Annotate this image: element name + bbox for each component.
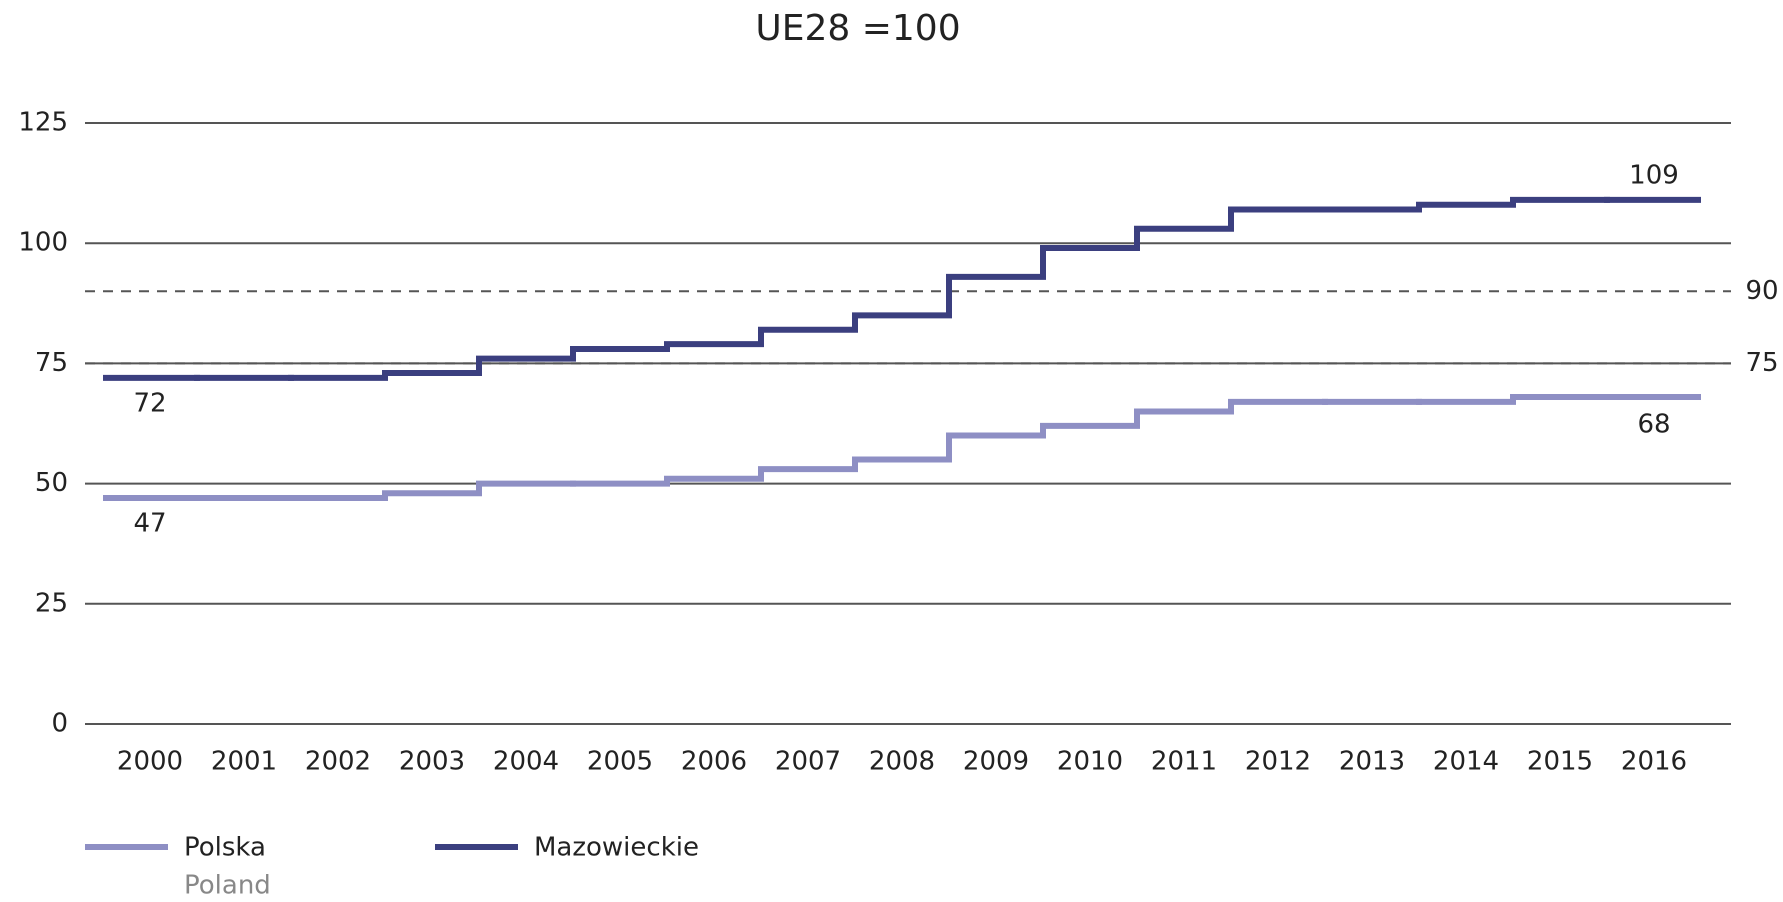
x-tick-label: 2001 xyxy=(211,747,277,777)
legend-label: Mazowieckie xyxy=(534,833,699,863)
x-tick-label: 2010 xyxy=(1057,747,1123,777)
x-tick-label: 2015 xyxy=(1527,747,1593,777)
reference-label: 75 xyxy=(1745,348,1778,378)
x-tick-label: 2011 xyxy=(1151,747,1217,777)
x-tick-label: 2014 xyxy=(1433,747,1499,777)
x-tick-label: 2013 xyxy=(1339,747,1405,777)
data-label: 47 xyxy=(133,509,166,539)
y-tick-label: 75 xyxy=(35,348,68,378)
x-tick-label: 2012 xyxy=(1245,747,1311,777)
reference-label: 90 xyxy=(1745,276,1778,306)
y-tick-label: 100 xyxy=(18,228,68,258)
x-tick-label: 2007 xyxy=(775,747,841,777)
legend-label: Polska xyxy=(184,833,266,863)
x-tick-label: 2003 xyxy=(399,747,465,777)
x-tick-label: 2004 xyxy=(493,747,559,777)
x-tick-label: 2002 xyxy=(305,747,371,777)
data-label: 72 xyxy=(133,388,166,418)
x-tick-label: 2008 xyxy=(869,747,935,777)
data-label: 109 xyxy=(1629,160,1679,190)
x-tick-label: 2016 xyxy=(1621,747,1687,777)
x-tick-label: 2005 xyxy=(587,747,653,777)
x-tick-label: 2009 xyxy=(963,747,1029,777)
legend-sublabel: Poland xyxy=(184,871,271,901)
x-tick-label: 2000 xyxy=(117,747,183,777)
y-tick-label: 50 xyxy=(35,468,68,498)
y-tick-label: 25 xyxy=(35,588,68,618)
y-tick-label: 125 xyxy=(18,108,68,138)
x-tick-label: 2006 xyxy=(681,747,747,777)
chart-title: UE28 =100 xyxy=(755,8,960,49)
y-tick-label: 0 xyxy=(51,709,68,739)
data-label: 68 xyxy=(1637,410,1670,440)
